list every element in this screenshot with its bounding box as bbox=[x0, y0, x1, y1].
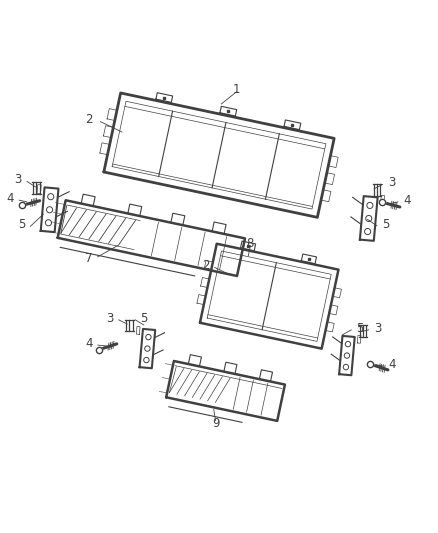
Text: 3: 3 bbox=[14, 173, 21, 186]
Text: 4: 4 bbox=[389, 358, 396, 371]
Text: 5: 5 bbox=[356, 321, 364, 335]
Text: 9: 9 bbox=[212, 417, 219, 430]
Text: 3: 3 bbox=[388, 176, 396, 189]
Text: 3: 3 bbox=[106, 311, 113, 325]
Text: 4: 4 bbox=[6, 192, 14, 205]
Text: 7: 7 bbox=[85, 252, 92, 265]
Text: 2: 2 bbox=[202, 259, 209, 272]
Text: 1: 1 bbox=[233, 83, 240, 96]
Text: 4: 4 bbox=[85, 337, 92, 350]
Text: 3: 3 bbox=[374, 321, 381, 335]
Text: 5: 5 bbox=[141, 311, 148, 325]
Text: 5: 5 bbox=[382, 217, 390, 231]
Text: 2: 2 bbox=[85, 114, 92, 126]
Text: 5: 5 bbox=[18, 218, 25, 231]
Text: 8: 8 bbox=[247, 237, 254, 250]
Text: 4: 4 bbox=[403, 193, 411, 207]
